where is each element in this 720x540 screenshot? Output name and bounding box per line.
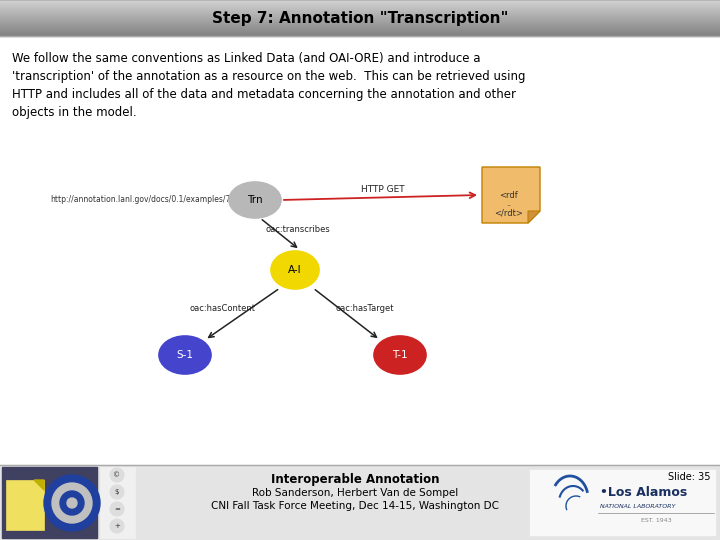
- Circle shape: [67, 498, 77, 508]
- Circle shape: [110, 468, 124, 482]
- Text: 'transcription' of the annotation as a resource on the web.  This can be retriev: 'transcription' of the annotation as a r…: [12, 70, 526, 83]
- Text: objects in the model.: objects in the model.: [12, 106, 137, 119]
- Bar: [0, 10, 720, 11]
- Text: </rdt>: </rdt>: [495, 208, 523, 218]
- Bar: [6, 480, 44, 530]
- Circle shape: [110, 485, 124, 499]
- Bar: [0, 465, 720, 540]
- Text: ..: ..: [506, 199, 512, 208]
- Bar: [0, 3, 720, 4]
- Text: ©: ©: [114, 472, 120, 478]
- Bar: [0, 34, 720, 35]
- Text: oac:hasTarget: oac:hasTarget: [336, 304, 395, 313]
- Ellipse shape: [229, 182, 281, 218]
- Bar: [0, 9, 720, 10]
- Circle shape: [110, 502, 124, 516]
- Bar: [0, 2, 720, 3]
- Circle shape: [110, 519, 124, 533]
- Text: We follow the same conventions as Linked Data (and OAI-ORE) and introduce a: We follow the same conventions as Linked…: [12, 52, 480, 65]
- Bar: [0, 5, 720, 6]
- Bar: [0, 22, 720, 23]
- Text: Rob Sanderson, Herbert Van de Sompel: Rob Sanderson, Herbert Van de Sompel: [252, 488, 458, 498]
- Text: Interoperable Annotation: Interoperable Annotation: [271, 474, 439, 487]
- Bar: [100, 467, 135, 538]
- Text: HTTP GET: HTTP GET: [361, 185, 405, 194]
- Bar: [0, 11, 720, 12]
- Bar: [0, 35, 720, 36]
- Text: +: +: [114, 523, 120, 529]
- Bar: [0, 15, 720, 16]
- Text: CNI Fall Task Force Meeting, Dec 14-15, Washington DC: CNI Fall Task Force Meeting, Dec 14-15, …: [211, 501, 499, 511]
- Text: $: $: [114, 489, 120, 495]
- Text: Trn: Trn: [247, 195, 263, 205]
- Text: oac:transcribes: oac:transcribes: [265, 226, 330, 234]
- Bar: [0, 17, 720, 18]
- Bar: [0, 19, 720, 20]
- Polygon shape: [34, 480, 44, 490]
- Bar: [0, 33, 720, 34]
- Bar: [0, 20, 720, 21]
- Text: oac:hasContent: oac:hasContent: [190, 304, 256, 313]
- Bar: [0, 4, 720, 5]
- Text: http://annotation.lanl.gov/docs/0.1/examples/7.rdf: http://annotation.lanl.gov/docs/0.1/exam…: [50, 195, 243, 205]
- Bar: [0, 28, 720, 29]
- Bar: [0, 1, 720, 2]
- Bar: [0, 27, 720, 28]
- Text: A-I: A-I: [288, 265, 302, 275]
- Bar: [2, 467, 97, 538]
- Circle shape: [60, 491, 84, 515]
- Circle shape: [52, 483, 92, 523]
- Bar: [530, 470, 715, 535]
- Bar: [0, 0, 720, 1]
- Ellipse shape: [374, 336, 426, 374]
- Bar: [0, 8, 720, 9]
- Bar: [0, 26, 720, 27]
- Bar: [0, 12, 720, 13]
- Bar: [0, 7, 720, 8]
- Text: <rdf: <rdf: [500, 191, 518, 199]
- Circle shape: [44, 475, 100, 531]
- Bar: [0, 30, 720, 31]
- Ellipse shape: [159, 336, 211, 374]
- Polygon shape: [528, 211, 540, 223]
- Bar: [0, 13, 720, 14]
- Bar: [0, 6, 720, 7]
- Text: S-1: S-1: [176, 350, 194, 360]
- Bar: [0, 16, 720, 17]
- Bar: [0, 21, 720, 22]
- Text: T-1: T-1: [392, 350, 408, 360]
- Bar: [0, 23, 720, 24]
- Bar: [0, 31, 720, 32]
- Bar: [0, 24, 720, 25]
- Text: HTTP and includes all of the data and metadata concerning the annotation and oth: HTTP and includes all of the data and me…: [12, 88, 516, 101]
- Bar: [0, 32, 720, 33]
- Text: =: =: [114, 506, 120, 512]
- Bar: [0, 29, 720, 30]
- Text: •Los Alamos: •Los Alamos: [600, 487, 688, 500]
- Bar: [0, 18, 720, 19]
- Ellipse shape: [271, 251, 319, 289]
- Polygon shape: [482, 167, 540, 223]
- Bar: [0, 14, 720, 15]
- Text: Step 7: Annotation "Transcription": Step 7: Annotation "Transcription": [212, 10, 508, 25]
- Text: EST. 1943: EST. 1943: [641, 517, 671, 523]
- Text: NATIONAL LABORATORY: NATIONAL LABORATORY: [600, 503, 675, 509]
- Text: Slide: 35: Slide: 35: [667, 472, 710, 482]
- Bar: [0, 25, 720, 26]
